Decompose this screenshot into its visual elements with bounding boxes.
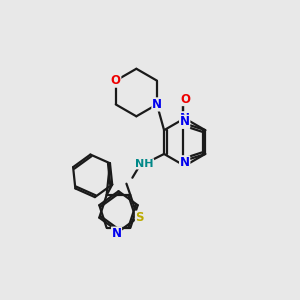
Text: N: N xyxy=(152,98,162,111)
Text: NH: NH xyxy=(135,159,154,169)
Text: N: N xyxy=(180,156,190,169)
Text: N: N xyxy=(180,159,190,172)
Text: O: O xyxy=(111,74,121,87)
Text: N: N xyxy=(112,227,122,240)
Text: S: S xyxy=(136,211,144,224)
Text: O: O xyxy=(181,93,190,106)
Text: N: N xyxy=(180,112,190,125)
Text: N: N xyxy=(180,115,190,128)
